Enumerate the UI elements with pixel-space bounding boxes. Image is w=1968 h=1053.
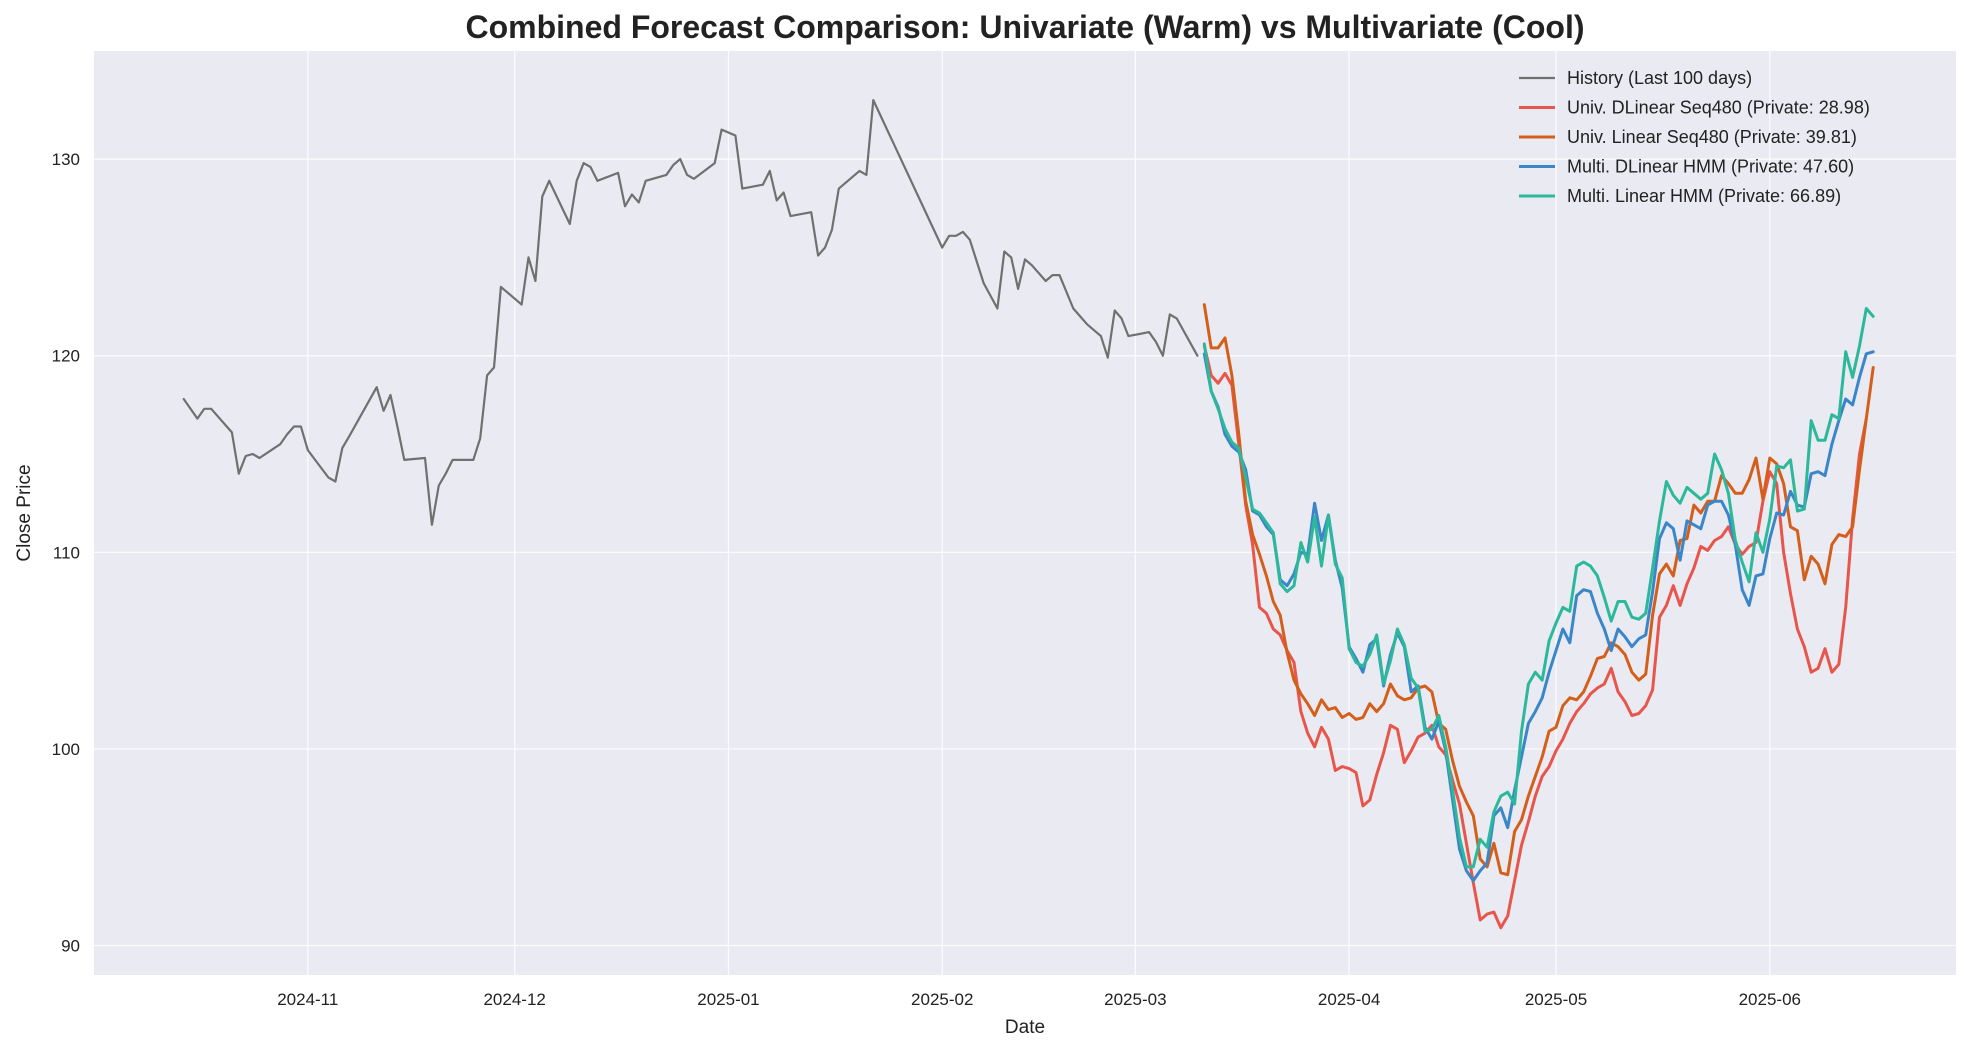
y-axis-label: Close Price: [14, 464, 35, 561]
y-tick-label: 110: [53, 543, 80, 562]
x-tick-label: 2025-05: [1525, 990, 1587, 1009]
legend: History (Last 100 days) Univ. DLinear Seq…: [1519, 68, 1870, 206]
x-tick-label: 2025-04: [1318, 990, 1380, 1009]
plot-area: [94, 51, 1956, 975]
legend-label: History (Last 100 days): [1567, 68, 1752, 88]
legend-label: Univ. DLinear Seq480 (Private: 28.98): [1567, 98, 1870, 118]
y-tick-label: 130: [52, 150, 80, 169]
y-tick-label: 90: [61, 937, 80, 956]
series-line-3: [1202, 303, 1875, 877]
y-tick-label: 120: [52, 347, 80, 366]
legend-label: Multi. Linear HMM (Private: 66.89): [1567, 186, 1841, 206]
x-tick-label: 2025-06: [1739, 990, 1801, 1009]
x-tick-label: 2025-01: [697, 990, 759, 1009]
x-tick-label: 2024-11: [277, 990, 338, 1009]
series-line-4: [1202, 350, 1875, 883]
series-line-1: [182, 99, 1199, 526]
series-line-5: [1202, 307, 1875, 869]
grid: [94, 51, 1956, 975]
y-tick-label: 100: [52, 740, 80, 759]
x-axis-label: Date: [1005, 1017, 1045, 1038]
tick-labels: 90 100 110 120 130 2024-11 2024-12 2025-01 2025-…: [52, 150, 1801, 1009]
x-tick-label: 2025-02: [911, 990, 973, 1009]
legend-label: Univ. Linear Seq480 (Private: 39.81): [1567, 127, 1857, 147]
x-tick-label: 2025-03: [1104, 990, 1166, 1009]
chart-title: Combined Forecast Comparison: Univariate…: [466, 9, 1585, 45]
legend-label: Multi. DLinear HMM (Private: 47.60): [1567, 157, 1854, 177]
series-layer: [182, 99, 1875, 930]
x-tick-label: 2024-12: [483, 990, 545, 1009]
